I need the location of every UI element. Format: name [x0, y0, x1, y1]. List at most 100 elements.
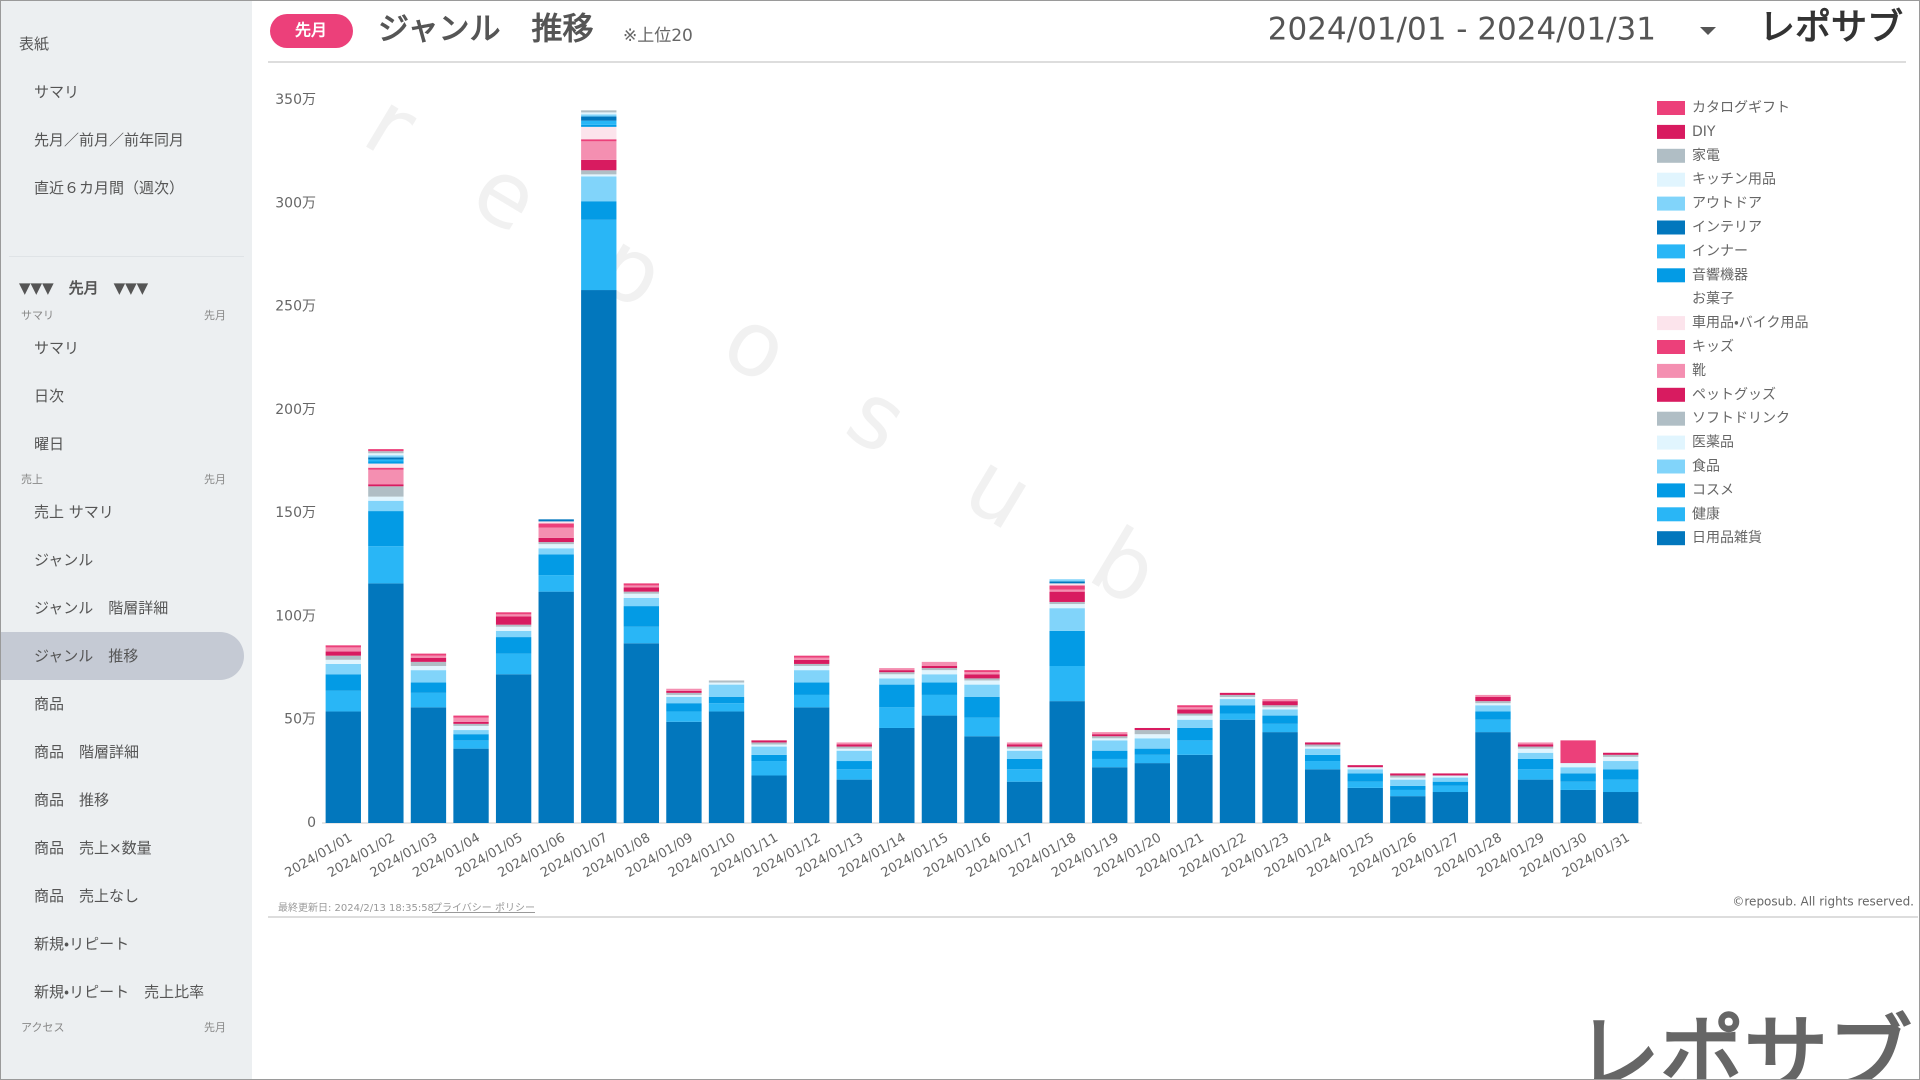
- nav-item[interactable]: 日次: [34, 387, 65, 405]
- bar-segment: [410, 655, 447, 658]
- nav-item[interactable]: ジャンル 推移: [1, 632, 244, 680]
- nav-item[interactable]: 表紙: [19, 35, 50, 53]
- nav-item[interactable]: 曜日: [34, 435, 65, 453]
- bar-segment: [1134, 730, 1170, 735]
- nav-item[interactable]: 商品: [34, 695, 65, 713]
- bar-segment: [368, 484, 404, 487]
- bar-segment: [794, 682, 830, 695]
- nav-item[interactable]: 新規・リピート 売上比率: [34, 983, 205, 1001]
- bar-segment: [538, 548, 574, 555]
- bar-segment: [1049, 630, 1085, 667]
- nav-item[interactable]: 商品 階層詳細: [34, 743, 140, 761]
- bar-segment: [410, 653, 447, 656]
- bar-segment: [1432, 777, 1469, 782]
- header-logo: レポサブ: [1759, 6, 1903, 48]
- nav-item[interactable]: 商品 売上×数量: [34, 839, 152, 857]
- bar-segment: [1304, 744, 1341, 747]
- bar-segment: [879, 684, 915, 708]
- bar-segment: [1006, 758, 1043, 770]
- nav-item[interactable]: 直近６カ月間（週次）: [34, 179, 185, 197]
- bar-segment: [1219, 705, 1256, 714]
- bar-segment: [1517, 758, 1554, 770]
- bar-segment: [410, 666, 447, 671]
- y-tick-label: 100万: [275, 608, 316, 624]
- bar-segment: [1603, 769, 1639, 780]
- bar-segment: [325, 655, 361, 660]
- bar-segment: [1092, 740, 1128, 751]
- bar-segment: [794, 707, 830, 823]
- bar-segment: [453, 748, 489, 823]
- nav-item[interactable]: 商品 売上なし: [34, 887, 140, 905]
- bar-segment: [666, 696, 702, 704]
- bar-segment: [453, 723, 489, 726]
- bar-segment: [1219, 713, 1256, 720]
- bar-segment: [538, 575, 574, 592]
- bar-segment: [1517, 748, 1554, 753]
- nav-item[interactable]: ジャンル 階層詳細: [34, 599, 169, 617]
- bar-segment: [325, 663, 361, 675]
- bar-segment: [495, 626, 532, 631]
- bar-segment: [1006, 748, 1043, 751]
- title-note: ※上位20: [623, 26, 693, 46]
- y-tick-label: 0: [307, 815, 316, 831]
- bar-segment: [751, 746, 787, 755]
- nav-item[interactable]: 売上 サマリ: [34, 503, 114, 521]
- bar-segment: [751, 740, 787, 743]
- bar-segment: [921, 661, 958, 667]
- bar-segment: [1517, 769, 1554, 780]
- bar-segment: [1517, 746, 1554, 749]
- bar-segment: [1262, 715, 1298, 724]
- bar-segment: [1219, 696, 1256, 700]
- group-period: 先月: [204, 473, 226, 486]
- period-badge-bg[interactable]: [270, 14, 353, 48]
- bar-segment: [581, 174, 617, 177]
- bar-segment: [1390, 789, 1426, 797]
- privacy-link[interactable]: プライバシー ポリシー: [432, 902, 535, 914]
- bar-segment: [495, 614, 532, 617]
- bar-segment: [1304, 746, 1341, 749]
- nav-item[interactable]: 新規・リピート: [34, 935, 130, 953]
- bar-segment: [751, 742, 787, 745]
- bar-segment: [325, 647, 361, 652]
- nav-item[interactable]: 商品 推移: [34, 791, 110, 809]
- bar-segment: [1390, 775, 1426, 778]
- bar-segment: [368, 461, 404, 464]
- bar-segment: [1262, 732, 1298, 823]
- nav-item[interactable]: サマリ: [34, 339, 80, 357]
- bar-segment: [1262, 707, 1298, 710]
- legend-swatch: [1657, 148, 1685, 163]
- bar-segment: [1092, 767, 1128, 823]
- nav-item[interactable]: サマリ: [34, 83, 80, 101]
- legend-swatch: [1657, 531, 1685, 546]
- y-tick-label: 350万: [275, 92, 316, 108]
- bar-segment: [453, 717, 489, 722]
- bar-segment: [836, 744, 872, 747]
- legend-label: 音響機器: [1692, 266, 1748, 283]
- date-range[interactable]: 2024/01/01 - 2024/01/31: [1268, 12, 1656, 48]
- bar-segment: [1347, 781, 1383, 788]
- bar-segment: [1262, 705, 1298, 708]
- bar-segment: [1262, 701, 1298, 706]
- bar-segment: [581, 141, 617, 160]
- legend-swatch: [1657, 387, 1685, 402]
- copyright: ©reposub. All rights reserved.: [1732, 895, 1914, 909]
- bar-segment: [581, 290, 617, 823]
- nav-item[interactable]: ジャンル: [34, 551, 94, 569]
- bar-segment: [1603, 792, 1639, 823]
- dropdown-arrow[interactable]: [1700, 27, 1716, 35]
- period-badge[interactable]: 先月: [295, 21, 327, 40]
- bar-segment: [368, 453, 404, 456]
- bar-segment: [879, 727, 915, 823]
- bar-segment: [1304, 761, 1341, 770]
- bar-segment: [1092, 758, 1128, 768]
- bar-segment: [410, 670, 447, 683]
- bar-segment: [1177, 719, 1213, 728]
- bar-segment: [1006, 750, 1043, 759]
- nav-item[interactable]: 先月／前月／前年同月: [34, 131, 185, 149]
- legend-swatch: [1657, 459, 1685, 474]
- bar-segment: [1049, 608, 1085, 631]
- bar-segment: [495, 624, 532, 627]
- bar-segment: [1603, 752, 1639, 755]
